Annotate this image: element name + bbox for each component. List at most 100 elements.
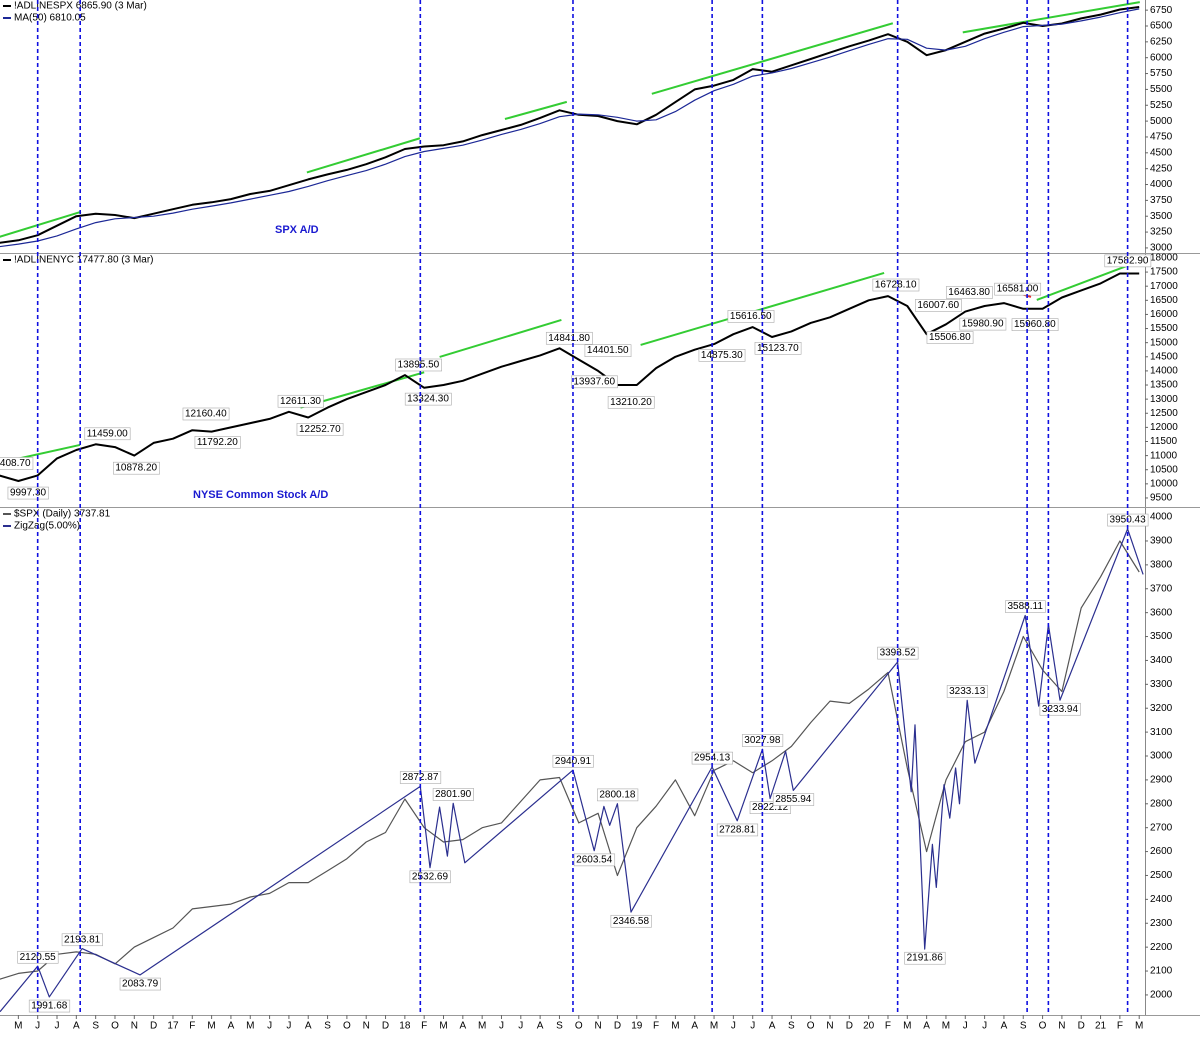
y-tick-label: 3300 <box>1150 679 1173 690</box>
x-tick-label: F <box>189 1021 195 1032</box>
value-label: 14841.80 <box>548 333 590 344</box>
value-label: 15123.70 <box>757 343 799 354</box>
value-label: 9997.30 <box>10 488 47 499</box>
value-label-box <box>946 685 989 698</box>
y-tick-label: 2700 <box>1150 822 1173 833</box>
value-label: 2940.91 <box>555 756 592 767</box>
x-tick-label: A <box>228 1021 235 1032</box>
value-label: 3233.94 <box>1042 704 1079 715</box>
y-tick-label: 2600 <box>1150 846 1173 857</box>
y-tick-label: 2900 <box>1150 775 1173 786</box>
legend-label: $SPX (Daily) 3737.81 <box>14 509 111 520</box>
y-tick-label: 3100 <box>1150 727 1173 738</box>
x-tick-label: D <box>614 1021 621 1032</box>
y-tick-label: 11500 <box>1150 436 1178 447</box>
x-tick-label: 19 <box>631 1021 643 1032</box>
trend-line <box>439 318 562 358</box>
x-tick-label: F <box>421 1021 427 1032</box>
value-label-box <box>552 754 594 768</box>
value-label-box <box>61 933 103 947</box>
x-tick-label: D <box>846 1021 853 1032</box>
y-tick-label: 12000 <box>1150 422 1178 433</box>
x-tick-label: S <box>324 1021 331 1032</box>
series-line <box>0 8 1140 248</box>
x-tick-label: J <box>35 1021 40 1032</box>
x-tick-label: O <box>343 1021 351 1032</box>
value-label: 15506.80 <box>929 332 971 343</box>
value-label: 11459.00 <box>87 428 128 439</box>
value-label-box <box>1039 702 1081 716</box>
x-tick-label: A <box>537 1021 544 1032</box>
y-tick-label: 12500 <box>1150 408 1178 419</box>
value-label: 2193.81 <box>64 934 101 945</box>
series-line <box>0 6 1140 244</box>
value-label: 10878.20 <box>115 463 157 474</box>
y-tick-label: 2500 <box>1150 870 1173 881</box>
series-line <box>0 540 1140 980</box>
x-tick-label: O <box>807 1021 815 1032</box>
trend-line <box>1036 264 1130 301</box>
value-label: 12252.70 <box>299 424 341 435</box>
x-tick-label: J <box>963 1021 968 1032</box>
value-label-box <box>926 331 974 344</box>
y-tick-label: 3800 <box>1150 560 1173 571</box>
value-label: 2728.81 <box>719 824 756 835</box>
x-tick-label: S <box>1020 1021 1027 1032</box>
y-tick-label: 13000 <box>1150 394 1178 405</box>
x-tick-label: 21 <box>1095 1021 1107 1032</box>
panel-annotation: SPX A/D <box>275 224 319 236</box>
legend-label: MA(50) 6810.05 <box>14 13 86 24</box>
x-tick-label: F <box>1117 1021 1123 1032</box>
x-tick-label: A <box>73 1021 80 1032</box>
y-tick-label: 9500 <box>1150 493 1173 504</box>
value-label: 14401.50 <box>587 345 629 356</box>
value-label: 16728.10 <box>875 280 917 291</box>
y-tick-label: 14500 <box>1150 351 1178 362</box>
value-label-box <box>277 394 324 408</box>
y-tick-label: 2400 <box>1150 894 1173 905</box>
y-tick-label: 4000 <box>1150 179 1173 190</box>
value-label: 2346.58 <box>613 916 650 927</box>
value-label: 13324.30 <box>407 394 449 405</box>
x-tick-label: F <box>653 1021 659 1032</box>
x-tick-label: M <box>942 1021 950 1032</box>
trend-line <box>504 100 568 120</box>
y-tick-label: 6750 <box>1150 5 1173 16</box>
value-label: 13210.20 <box>610 397 652 408</box>
y-tick-label: 3600 <box>1150 607 1173 618</box>
y-tick-label: 15000 <box>1150 337 1178 348</box>
value-label: 2083.79 <box>122 979 159 990</box>
y-tick-label: 16000 <box>1150 309 1178 320</box>
trend-line <box>651 22 894 95</box>
y-tick-label: 2200 <box>1150 942 1173 953</box>
y-tick-label: 3750 <box>1150 195 1173 206</box>
value-label-box <box>119 977 161 991</box>
y-tick-label: 17500 <box>1150 267 1178 278</box>
x-tick-label: S <box>556 1021 563 1032</box>
y-tick-label: 3000 <box>1150 751 1173 762</box>
y-tick-label: 4000 <box>1150 512 1173 523</box>
x-tick-label: O <box>111 1021 119 1032</box>
value-label: 10408.70 <box>0 458 31 469</box>
value-label: 13937.60 <box>573 376 615 387</box>
value-label-box <box>545 331 593 345</box>
value-label: 2120.55 <box>20 952 57 963</box>
x-tick-label: J <box>750 1021 755 1032</box>
value-label: 2191.86 <box>907 953 944 964</box>
x-tick-label: N <box>363 1021 370 1032</box>
x-tick-label: J <box>982 1021 987 1032</box>
x-tick-label: J <box>267 1021 272 1032</box>
value-label: 15616.50 <box>730 311 772 322</box>
value-label: 2532.69 <box>412 871 449 882</box>
x-tick-label: N <box>1058 1021 1065 1032</box>
value-label: 2801.90 <box>435 789 472 800</box>
x-tick-label: A <box>691 1021 698 1032</box>
y-tick-label: 3400 <box>1150 655 1173 666</box>
trend-line <box>962 1 1140 34</box>
value-label-box <box>84 427 131 441</box>
x-tick-label: M <box>246 1021 254 1032</box>
x-tick-label: A <box>305 1021 312 1032</box>
y-tick-label: 11000 <box>1150 450 1178 461</box>
x-tick-label: M <box>207 1021 215 1032</box>
value-label: 11792.20 <box>197 437 238 448</box>
